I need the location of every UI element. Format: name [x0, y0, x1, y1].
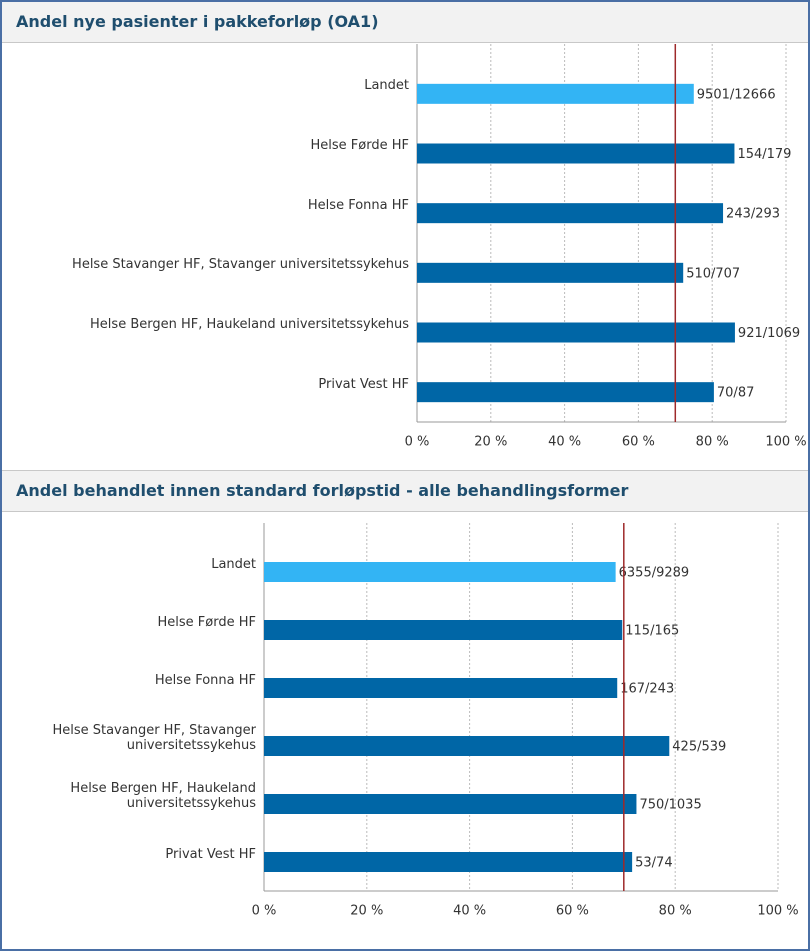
bar	[264, 678, 618, 698]
chart-panel: 0 % 20 % 40 % 60 % 80 % 100 % 9501/12666 154/17…	[2, 2, 808, 464]
x-tick-label: 100 %	[765, 435, 806, 450]
category-label: Helse Bergen HF, Haukeland universitetss…	[90, 317, 409, 332]
category-label: Helse Førde HF	[157, 614, 256, 630]
x-tick-label: 100 %	[757, 904, 798, 919]
value-label: 243/293	[726, 207, 780, 222]
x-tick-label: 80 %	[696, 435, 729, 450]
category-label: Helse Stavanger HF, Stavanger universite…	[52, 723, 256, 753]
bar	[264, 852, 633, 872]
x-tick-label: 60 %	[556, 904, 589, 919]
value-label: 154/179	[737, 147, 791, 162]
x-tick-label: 80 %	[659, 904, 692, 919]
bar	[417, 143, 735, 164]
value-label: 425/539	[672, 740, 726, 755]
value-label: 53/74	[635, 856, 672, 871]
x-tick-label: 20 %	[474, 435, 507, 450]
panel-header: Andel nye pasienter i pakkeforløp (OA1)	[2, 2, 808, 43]
value-label: 167/243	[620, 682, 674, 697]
category-label: Helse Førde HF	[310, 138, 409, 153]
x-tick-label: 40 %	[453, 904, 486, 919]
bar	[417, 382, 714, 403]
value-label: 921/1069	[738, 326, 800, 341]
chart: 0 % 20 % 40 % 60 % 80 % 100 % 9501/12666 154/17…	[405, 44, 807, 450]
category-label: Helse Stavanger HF, Stavanger universite…	[72, 257, 409, 273]
chart-title: Andel behandlet innen standard forløpsti…	[16, 481, 629, 500]
category-label: Privat Vest HF	[165, 846, 256, 862]
x-tick-label: 60 %	[622, 435, 655, 450]
category-label: Helse Bergen HF, Haukeland universitetss…	[70, 781, 256, 811]
value-label: 115/165	[625, 624, 679, 639]
x-tick-label: 0 %	[405, 435, 430, 450]
chart-panel: 0 % 20 % 40 % 60 % 80 % 100 % 6355/9289 115/165…	[2, 470, 808, 950]
chart-title: Andel nye pasienter i pakkeforløp (OA1)	[16, 12, 379, 31]
chart: 0 % 20 % 40 % 60 % 80 % 100 % 6355/9289 115/165…	[252, 523, 799, 919]
x-tick-label: 0 %	[252, 904, 277, 919]
bar	[264, 620, 623, 640]
category-label: Helse Fonna HF	[154, 672, 256, 688]
bar	[417, 262, 684, 283]
x-tick-label: 40 %	[548, 435, 581, 450]
x-tick-label: 20 %	[350, 904, 383, 919]
value-label: 750/1035	[639, 798, 701, 813]
panel-header: Andel behandlet innen standard forløpsti…	[2, 471, 808, 512]
category-label: Privat Vest HF	[318, 376, 409, 392]
bar	[417, 322, 735, 343]
value-label: 9501/12666	[697, 87, 776, 102]
bar	[264, 736, 670, 756]
bar	[417, 203, 724, 224]
bar	[264, 794, 637, 814]
bar	[264, 562, 616, 582]
category-label: Landet	[364, 78, 409, 94]
category-label: Landet	[211, 556, 256, 572]
category-label: Helse Fonna HF	[307, 197, 409, 213]
value-label: 6355/9289	[619, 566, 690, 581]
bar	[417, 83, 694, 104]
value-label: 510/707	[686, 266, 740, 281]
value-label: 70/87	[717, 386, 754, 401]
